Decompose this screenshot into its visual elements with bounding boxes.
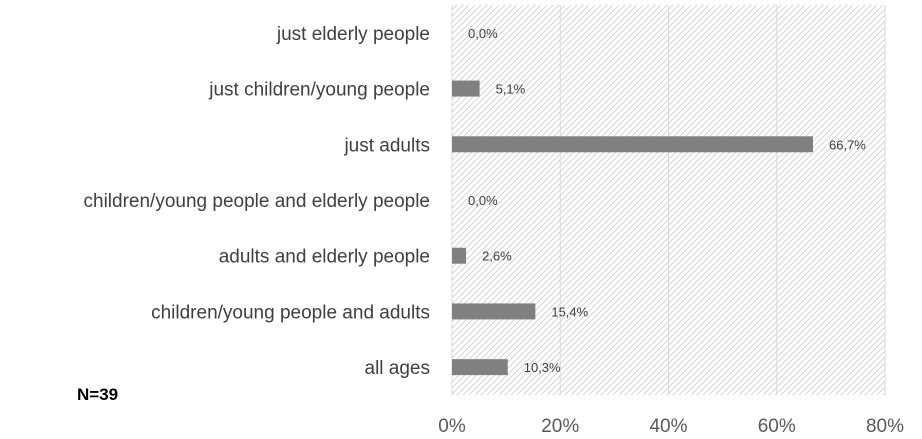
bars [452, 80, 814, 376]
data-label: 66,7% [829, 137, 866, 152]
category-label: just children/young people [208, 80, 430, 101]
category-label: children/young people and elderly people [84, 191, 430, 212]
category-label: all ages [365, 358, 431, 379]
data-label: 5,1% [496, 82, 526, 97]
bar [452, 359, 508, 376]
bar [452, 80, 480, 97]
gridlines [451, 5, 886, 395]
x-tick-label: 60% [758, 416, 796, 437]
category-label: just adults [343, 135, 430, 156]
x-tick-label: 20% [541, 416, 579, 437]
data-labels: 0,0% 5,1% 66,7% 0,0% 2,6% 15,4% 10,3% [468, 26, 866, 375]
category-label: adults and elderly people [219, 247, 430, 268]
data-label: 15,4% [551, 304, 588, 319]
x-axis-tick-labels: 0% 20% 40% 60% 80% [438, 416, 904, 437]
category-label: children/young people and adults [151, 302, 430, 323]
x-tick-label: 40% [649, 416, 687, 437]
bar [452, 303, 536, 320]
bar [452, 136, 814, 153]
x-tick-label: 0% [438, 416, 466, 437]
data-label: 10,3% [524, 360, 561, 375]
x-tick-label: 80% [866, 416, 904, 437]
data-label: 0,0% [468, 26, 498, 41]
bar [452, 247, 467, 264]
data-label: 2,6% [482, 249, 512, 264]
category-labels: just elderly people just children/young p… [84, 24, 430, 379]
sample-size-note: N=39 [77, 385, 118, 404]
category-label: just elderly people [276, 24, 430, 45]
data-label: 0,0% [468, 193, 498, 208]
